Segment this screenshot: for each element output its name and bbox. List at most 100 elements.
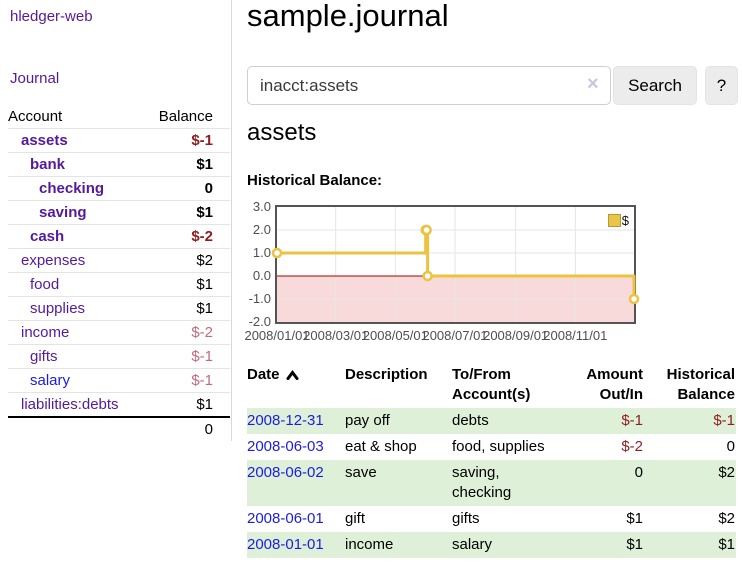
transaction-amount: $-1 (621, 412, 643, 429)
account-row: checking 0 (8, 176, 230, 200)
register-header-historical-balance: Historical Balance (666, 366, 735, 403)
account-link-expenses[interactable]: expenses (21, 252, 86, 269)
clear-search-icon[interactable]: × (587, 73, 599, 95)
account-balance: $1 (196, 276, 213, 293)
register-header-to-from-account-s-: To/From Account(s) (452, 366, 531, 403)
sidebar-item-journal[interactable]: Journal (10, 70, 60, 87)
account-link-assets[interactable]: assets (21, 132, 68, 149)
account-row: cash $-2 (8, 224, 230, 248)
account-link-gifts[interactable]: gifts (30, 348, 58, 365)
transaction-amount: $-2 (621, 438, 643, 455)
transaction-amount: $1 (626, 510, 643, 527)
transaction-balance: 0 (726, 438, 735, 455)
chart-y-tick-label: -1.0 (248, 291, 271, 306)
account-section-heading: assets (247, 119, 317, 146)
register-row: 2008-12-31 pay off debts $-1 $-1 (247, 408, 736, 434)
chart-y-tick-label: -2.0 (248, 314, 271, 329)
transaction-accounts: saving, checking (452, 464, 512, 501)
transaction-description: save (345, 464, 377, 481)
account-row: gifts $-1 (8, 344, 230, 368)
transaction-date-link[interactable]: 2008-06-01 (247, 510, 324, 527)
account-balance: $-2 (191, 228, 213, 245)
account-balance: 0 (204, 180, 213, 197)
transaction-date-link[interactable]: 2008-06-03 (247, 438, 324, 455)
account-row: supplies $1 (8, 296, 230, 320)
account-balance: $-1 (191, 348, 213, 365)
account-row: income $-2 (8, 320, 230, 344)
transaction-balance: $1 (718, 536, 735, 553)
transaction-accounts: food, supplies (452, 438, 545, 455)
transaction-date-link[interactable]: 2008-06-02 (247, 464, 324, 481)
transaction-balance: $2 (718, 510, 735, 527)
account-link-salary[interactable]: salary (30, 372, 71, 389)
chart-x-tick-label: 2008/05/01 (362, 328, 428, 343)
chart-x-tick-label: 2008/07/01 (422, 328, 488, 343)
register-table: Date Description To/From Account(s) Amount Ou… (247, 362, 736, 558)
account-link-supplies[interactable]: supplies (30, 300, 86, 317)
chart-plot: $ (271, 205, 640, 324)
register-row: 2008-06-01 gift gifts $1 $2 (247, 506, 736, 532)
register-header-date[interactable]: Date (247, 362, 345, 408)
account-row: food $1 (8, 272, 230, 296)
account-row: liabilities:debts $1 (8, 392, 230, 416)
account-balance: $-2 (191, 324, 213, 341)
search-form: × Search ? (247, 66, 739, 105)
account-balance: $2 (196, 252, 213, 269)
account-balance: $-1 (191, 372, 213, 389)
account-row: bank $1 (8, 152, 230, 176)
register-header-amount-out-in: Amount Out/In (586, 366, 643, 403)
transaction-description: income (345, 536, 394, 553)
chart-x-tick-label: 2008/01/01 (244, 328, 310, 343)
account-row: saving $1 (8, 200, 230, 224)
transaction-accounts: gifts (452, 510, 480, 527)
transaction-amount: $1 (626, 536, 643, 553)
account-link-checking[interactable]: checking (39, 180, 105, 197)
register-header-description: Description (345, 366, 428, 383)
transaction-amount: 0 (634, 464, 643, 481)
transaction-description: pay off (345, 412, 390, 429)
transaction-description: eat & shop (345, 438, 417, 455)
chart-legend: $ (607, 213, 629, 228)
register-header-row: Date Description To/From Account(s) Amount Ou… (247, 362, 736, 408)
chart-x-tick-label: 2008/09/01 (483, 328, 549, 343)
account-link-food[interactable]: food (30, 276, 60, 293)
app-brand-link[interactable]: hledger-web (10, 8, 93, 25)
search-input[interactable] (247, 66, 611, 105)
search-button[interactable]: Search (613, 66, 697, 105)
account-link-liabilities-debts[interactable]: liabilities:debts (21, 396, 119, 413)
transaction-balance: $-1 (713, 412, 735, 429)
chart-point (422, 270, 433, 282)
accounts-header-account: Account (8, 107, 63, 125)
register-row: 2008-01-01 income salary $1 $1 (247, 532, 736, 558)
account-balance: $1 (196, 396, 213, 413)
account-link-cash[interactable]: cash (30, 228, 65, 245)
accounts-total-balance: 0 (204, 420, 213, 438)
account-link-saving[interactable]: saving (39, 204, 87, 221)
page-title: sample.journal (247, 0, 449, 33)
register-row: 2008-06-03 eat & shop food, supplies $-2 0 (247, 434, 736, 460)
account-link-income[interactable]: income (21, 324, 70, 341)
account-row: salary $-1 (8, 368, 230, 392)
transaction-description: gift (345, 510, 366, 527)
accounts-total-row: 0 (8, 416, 230, 440)
account-row: assets $-1 (8, 128, 230, 152)
accounts-table-header: Account Balance (8, 104, 230, 128)
chart-x-tick-label: 2008/03/01 (303, 328, 369, 343)
accounts-table: Account Balance assets $-1 bank $1 checking 0… (8, 104, 230, 440)
chart-x-tick-label: 2008/11/01 (543, 328, 608, 343)
transaction-accounts: debts (452, 412, 489, 429)
chart-y-tick-label: 3.0 (252, 199, 271, 214)
account-link-bank[interactable]: bank (30, 156, 66, 173)
help-button[interactable]: ? (705, 66, 738, 105)
chart-y-tick-label: 2.0 (252, 222, 271, 237)
historical-balance-chart: 3.0 2.0 1.0 0.0 -1.0 -2.0 $ 2008/01/01 2008/03… (244, 199, 742, 350)
chart-point (421, 224, 432, 236)
accounts-header-balance: Balance (158, 107, 213, 125)
chart-y-tick-label: 1.0 (252, 245, 271, 260)
transaction-date-link[interactable]: 2008-01-01 (247, 536, 324, 553)
transaction-date-link[interactable]: 2008-12-31 (247, 412, 324, 429)
main-content: sample.journal × Search ? assets Histori… (244, 0, 742, 582)
transaction-accounts: salary (452, 536, 493, 553)
account-row: expenses $2 (8, 248, 230, 272)
